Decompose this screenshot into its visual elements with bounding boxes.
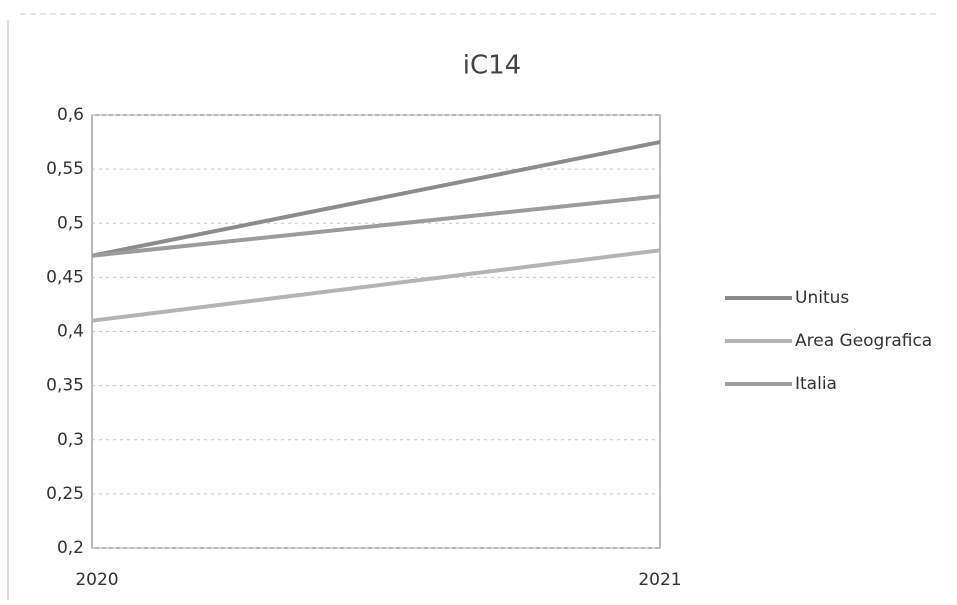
legend-label: Area Geografica bbox=[795, 331, 932, 351]
y-tick-label: 0,35 bbox=[46, 376, 84, 396]
series-line bbox=[91, 194, 661, 258]
x-tick-label: 2021 bbox=[638, 570, 681, 590]
y-tick-label: 0,55 bbox=[46, 159, 84, 179]
y-tick-label: 0,25 bbox=[46, 484, 84, 504]
legend-label: Unitus bbox=[795, 288, 849, 308]
y-tick-label: 0,4 bbox=[57, 322, 84, 342]
series-line bbox=[91, 140, 661, 258]
legend-label: Italia bbox=[795, 374, 837, 394]
y-tick-label: 0,45 bbox=[46, 267, 84, 287]
y-tick-label: 0,5 bbox=[57, 213, 84, 233]
series-line bbox=[91, 248, 661, 323]
y-tick-label: 0,3 bbox=[57, 430, 84, 450]
chart-title: iC14 bbox=[463, 51, 521, 81]
y-tick-label: 0,6 bbox=[57, 105, 84, 125]
y-tick-label: 0,2 bbox=[57, 538, 84, 558]
x-tick-label: 2020 bbox=[75, 570, 118, 590]
